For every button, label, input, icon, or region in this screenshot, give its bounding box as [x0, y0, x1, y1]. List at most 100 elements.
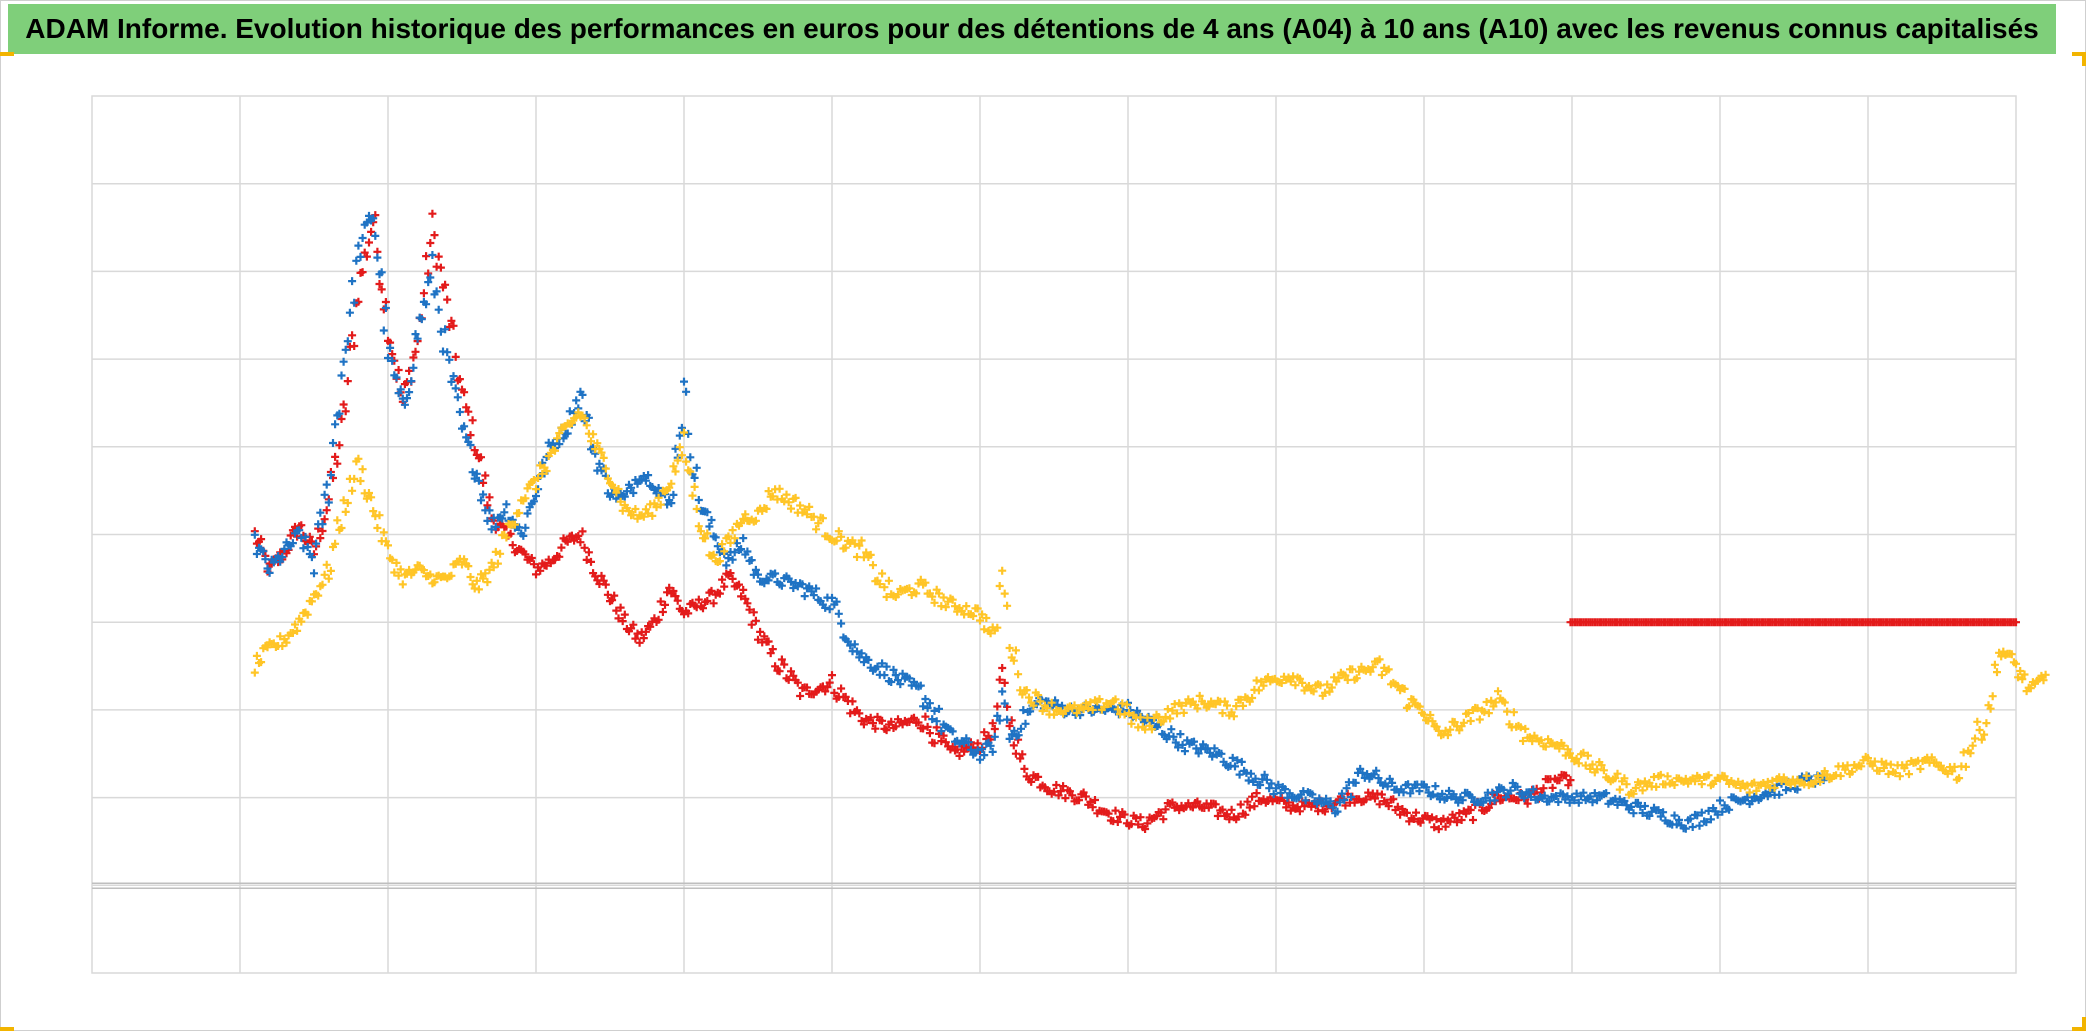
- data-point-marker: [405, 388, 414, 397]
- data-point-marker: [1416, 818, 1425, 827]
- data-point-marker: [707, 586, 716, 595]
- data-point-marker: [428, 251, 437, 259]
- data-point-marker: [1116, 812, 1124, 821]
- data-point-marker: [694, 522, 703, 531]
- data-point-marker: [601, 464, 610, 473]
- data-point-marker: [1322, 794, 1331, 803]
- data-point-marker: [964, 738, 973, 747]
- data-point-marker: [312, 539, 321, 548]
- data-point-marker: [878, 716, 887, 725]
- data-point-marker: [1988, 692, 1997, 701]
- data-point-marker: [671, 444, 680, 453]
- data-point-marker: [1014, 731, 1023, 740]
- data-point-marker: [1323, 680, 1332, 689]
- data-point-marker: [969, 612, 978, 620]
- data-point-marker: [791, 493, 800, 502]
- data-point-marker: [1091, 796, 1099, 804]
- data-point-marker: [1971, 734, 1979, 743]
- data-point-marker: [1734, 777, 1743, 786]
- data-point-marker: [834, 609, 843, 618]
- data-point-marker: [375, 511, 384, 520]
- data-point-marker: [358, 234, 367, 242]
- data-point-marker: [1905, 770, 1913, 779]
- data-point-marker: [1081, 699, 1090, 708]
- data-point-marker: [1194, 749, 1203, 758]
- data-point-marker: [335, 409, 344, 418]
- data-point-marker: [1184, 695, 1193, 704]
- data-point-marker: [1086, 698, 1095, 707]
- data-point-marker: [654, 493, 663, 502]
- data-point-marker: [1875, 767, 1884, 775]
- data-point-marker: [567, 419, 576, 428]
- data-point-marker: [1286, 677, 1295, 686]
- data-point-marker: [587, 557, 595, 566]
- data-point-marker: [711, 533, 720, 542]
- data-point-marker: [1492, 788, 1501, 797]
- data-point-marker: [1000, 699, 1009, 708]
- data-point-marker: [322, 560, 331, 569]
- data-point-marker: [682, 457, 691, 466]
- data-point-marker: [884, 576, 893, 585]
- data-point-marker: [1409, 815, 1418, 823]
- data-point-marker: [466, 441, 475, 449]
- data-point-marker: [1384, 665, 1393, 674]
- data-point-marker: [880, 583, 889, 592]
- data-point-marker: [2039, 676, 2048, 685]
- data-point-marker: [614, 485, 623, 493]
- data-point-marker: [1175, 806, 1184, 815]
- data-point-marker: [694, 595, 703, 604]
- data-point-marker: [1361, 795, 1370, 804]
- data-point-marker: [627, 483, 636, 492]
- data-point-marker: [764, 637, 773, 646]
- data-point-marker: [354, 241, 363, 250]
- data-point-marker: [1977, 735, 1986, 744]
- data-point-marker: [1309, 687, 1318, 696]
- data-point-marker: [265, 568, 274, 577]
- data-point-marker: [1003, 715, 1012, 724]
- data-point-marker: [701, 534, 710, 543]
- data-point-marker: [809, 512, 818, 521]
- data-point-marker: [356, 477, 365, 485]
- data-point-marker: [474, 585, 483, 594]
- data-point-marker: [489, 563, 498, 572]
- data-point-marker: [1075, 796, 1083, 805]
- data-point-marker: [331, 420, 340, 429]
- data-point-marker: [751, 565, 760, 574]
- data-point-marker: [1565, 749, 1574, 758]
- data-point-marker: [1521, 724, 1530, 733]
- data-point-marker: [379, 326, 388, 335]
- data-point-marker: [1693, 811, 1702, 820]
- data-point-marker: [878, 569, 887, 578]
- data-point-marker: [2007, 650, 2016, 659]
- data-point-marker: [641, 476, 650, 485]
- data-point-marker: [1529, 785, 1538, 794]
- data-point-marker: [667, 479, 676, 488]
- data-point-marker: [1252, 789, 1261, 798]
- data-point-marker: [707, 516, 716, 524]
- data-point-marker: [916, 575, 925, 584]
- data-point-marker: [1384, 802, 1393, 811]
- data-point-marker: [396, 385, 405, 394]
- data-point-marker: [694, 496, 703, 504]
- data-point-marker: [603, 474, 612, 483]
- data-point-marker: [1223, 701, 1231, 710]
- data-point-marker: [1704, 806, 1713, 815]
- data-point-marker: [935, 704, 943, 713]
- data-point-marker: [1725, 805, 1734, 814]
- data-point-marker: [259, 547, 268, 556]
- data-point-marker: [529, 476, 538, 484]
- data-point-marker: [973, 746, 982, 755]
- data-point-marker: [301, 532, 310, 541]
- data-point-marker: [751, 616, 760, 625]
- data-point-marker: [841, 543, 850, 552]
- data-point-marker: [771, 662, 780, 671]
- data-point-marker: [875, 580, 884, 589]
- data-point-marker: [887, 678, 896, 686]
- data-point-marker: [2018, 675, 2027, 684]
- data-point-marker: [796, 692, 805, 700]
- data-point-marker: [455, 408, 464, 416]
- data-point-marker: [684, 609, 693, 618]
- data-point-marker: [1980, 730, 1989, 739]
- data-point-marker: [1864, 754, 1872, 763]
- data-point-marker: [993, 623, 1002, 632]
